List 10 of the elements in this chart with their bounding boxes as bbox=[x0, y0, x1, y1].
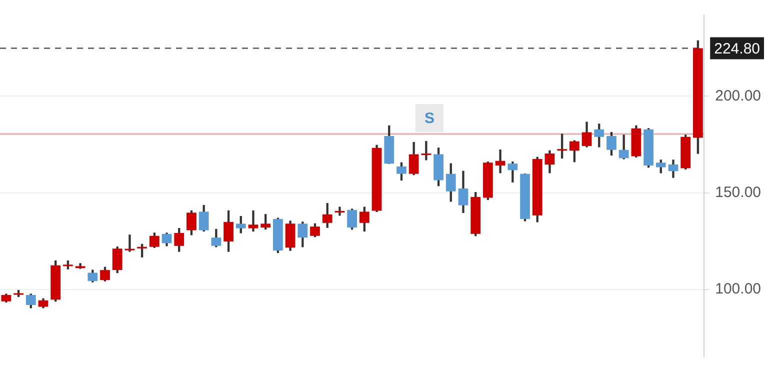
y-tick-label: 100.00 bbox=[715, 280, 762, 298]
candlestick bbox=[334, 206, 345, 216]
ref-line-label: 224.80 bbox=[714, 40, 760, 58]
annotation: S bbox=[424, 110, 435, 128]
y-tick-label: 150.00 bbox=[715, 184, 762, 201]
candlestick bbox=[248, 210, 258, 232]
candlestick bbox=[495, 150, 506, 174]
candlestick bbox=[124, 234, 135, 252]
candlestick bbox=[421, 141, 432, 160]
y-tick-label: 200.00 bbox=[715, 87, 762, 104]
